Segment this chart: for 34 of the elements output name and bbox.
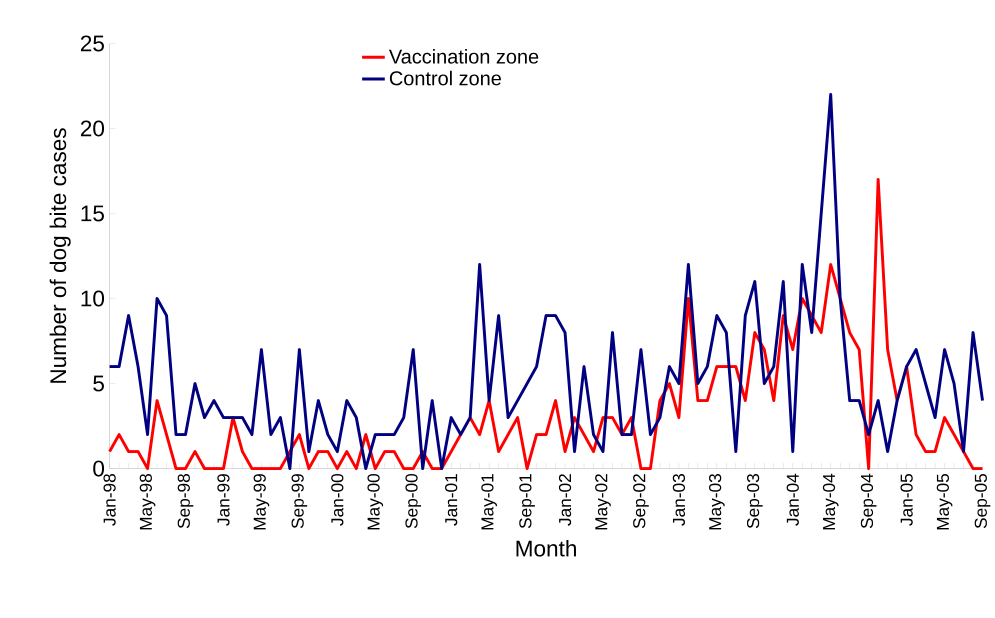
x-tick-label: Jan-05 (900, 474, 913, 526)
x-tick-label: May-04 (822, 474, 839, 530)
x-tick-label: May-00 (367, 474, 384, 530)
x-tick-label: Sep-99 (292, 474, 308, 528)
x-tick-label: Jan-00 (331, 474, 344, 526)
x-tick-label: Sep-03 (746, 474, 763, 528)
x-tick-label: Sep-05 (974, 474, 990, 528)
y-tick-label: 25 (80, 36, 104, 52)
x-tick-label: Sep-02 (633, 474, 649, 528)
x-tick-label: Sep-01 (519, 474, 535, 528)
x-axis-title: Month (516, 540, 576, 557)
x-tick-label: Sep-04 (860, 474, 876, 528)
x-tick-label: Sep-00 (405, 474, 422, 528)
y-tick-label: 20 (80, 120, 104, 137)
x-tick-label: Jan-99 (217, 474, 230, 526)
y-tick-label: 10 (82, 290, 104, 307)
x-tick-label: May-05 (936, 474, 952, 530)
x-tick-label: Jan-03 (672, 474, 686, 526)
x-tick-label: May-01 (481, 474, 497, 530)
y-tick-label: 5 (93, 376, 104, 392)
x-tick-label: May-99 (254, 474, 270, 530)
legend-label: Vaccination zone (388, 49, 538, 64)
x-tick-label: May-02 (595, 474, 611, 530)
y-tick-label: 0 (93, 460, 104, 477)
x-tick-label: Jan-01 (445, 474, 458, 526)
x-tick-label: May-03 (709, 474, 725, 530)
x-tick-label: Sep-98 (178, 474, 194, 528)
x-tick-label: Jan-02 (558, 474, 572, 526)
x-tick-label: Jan-04 (786, 474, 799, 526)
y-tick-label: 15 (82, 206, 104, 222)
legend-label: Control zone (390, 70, 501, 86)
x-tick-label: May-98 (140, 474, 156, 530)
y-axis-title: Number of dog bite cases (50, 128, 71, 383)
x-tick-label: Jan-98 (103, 474, 116, 526)
